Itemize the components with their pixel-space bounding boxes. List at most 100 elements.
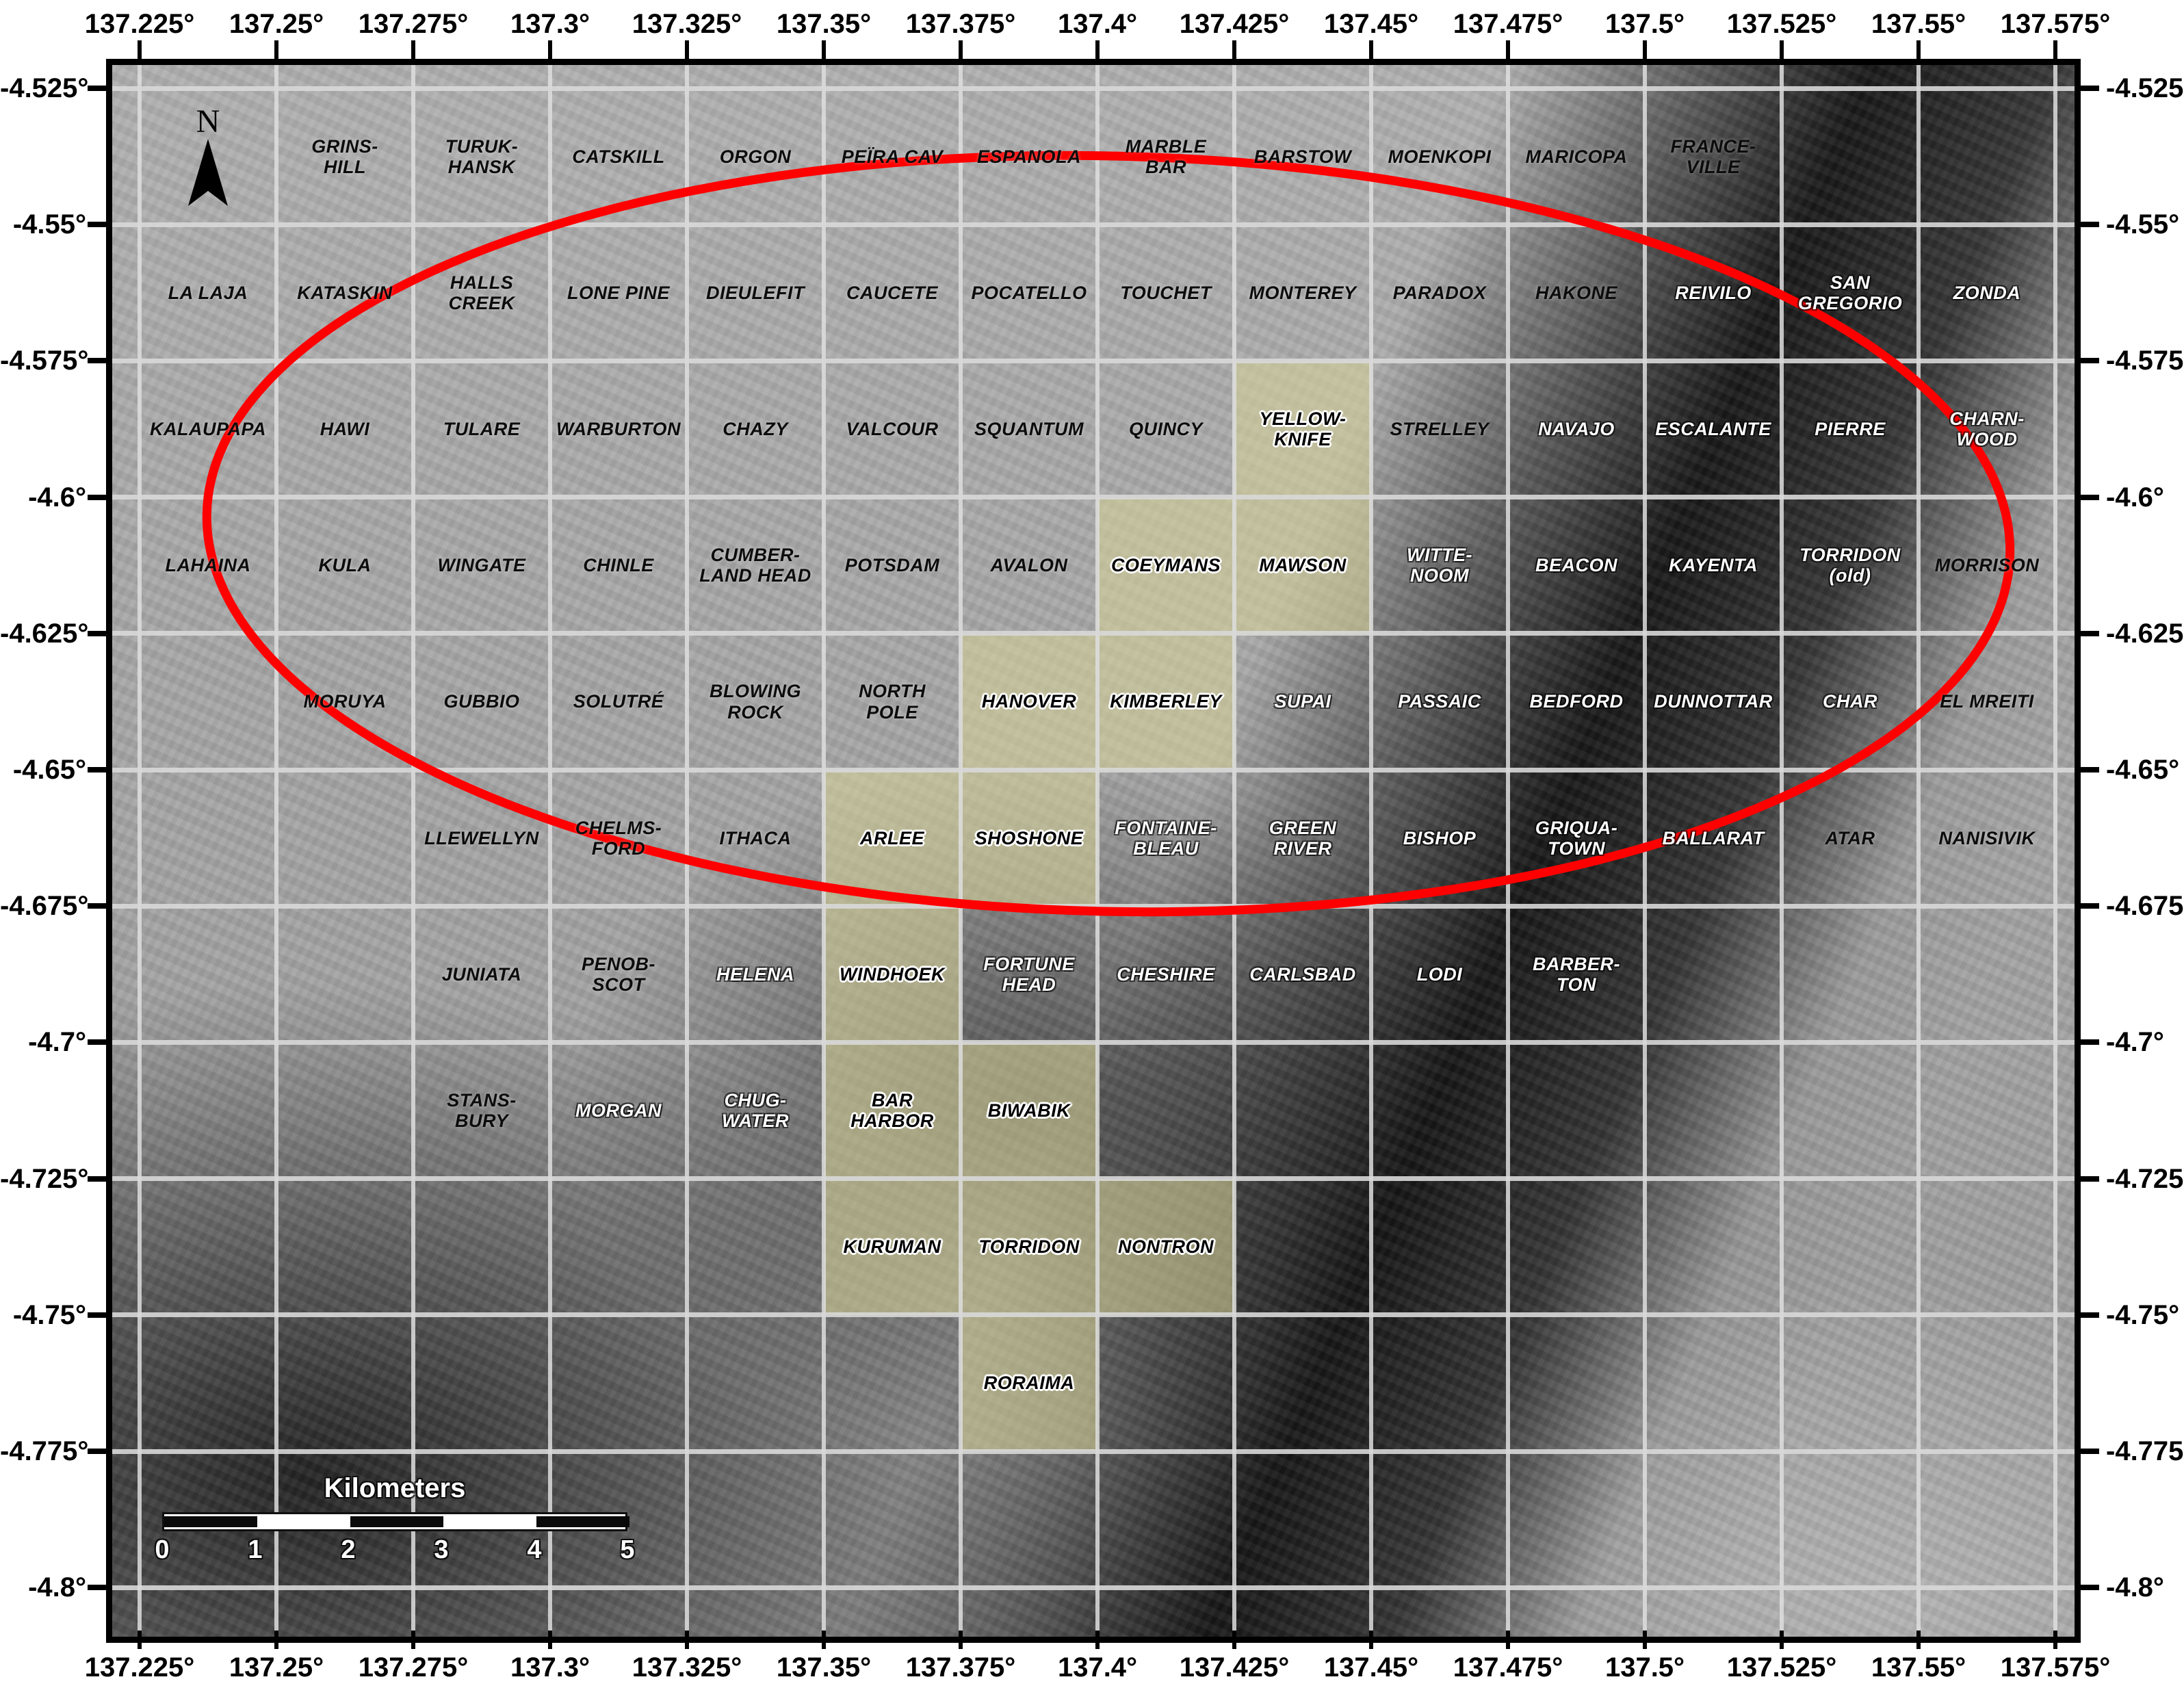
lat-axis-tick-right [2081, 494, 2099, 500]
scale-bar-number: 0 [155, 1535, 170, 1564]
lon-axis-tick-top [138, 40, 142, 59]
lon-axis-label-bottom: 137.4° [1057, 1652, 1138, 1683]
highlighted-quad-cell [824, 906, 961, 1043]
lat-axis-label-left: -4.725° [0, 1163, 89, 1194]
quad-label-helena: HELENA [716, 963, 794, 985]
grid-line-lon [959, 65, 963, 1637]
lon-axis-tick-top [1506, 40, 1510, 59]
lat-axis-label-right: -4.75° [2106, 1299, 2180, 1330]
quad-label-france-ville: FRANCE- VILLE [1670, 135, 1756, 177]
grid-line-lon [138, 65, 142, 1637]
quad-label-grins-hill: GRINS- HILL [311, 135, 378, 177]
lon-axis-tick-bottom [1916, 1631, 1921, 1649]
lon-axis-tick-top [1369, 40, 1373, 59]
quad-label-ballarat: BALLARAT [1662, 827, 1765, 848]
quad-label-navajo: NAVAJO [1538, 418, 1615, 439]
quad-label-bar-harbor: BAR HARBOR [850, 1089, 934, 1131]
quad-label-quincy: QUINCY [1128, 418, 1203, 439]
highlighted-quad-cell [824, 1042, 961, 1179]
quad-label-reivilo: REIVILO [1675, 282, 1752, 303]
scale-bar-black-segment [164, 1516, 257, 1527]
lat-axis-tick-left [88, 494, 106, 500]
lat-axis-label-left: -4.775° [0, 1436, 89, 1466]
lat-axis-label-right: -4.675° [2106, 891, 2184, 922]
lon-axis-tick-top [822, 40, 826, 59]
quad-label-morgan: MORGAN [575, 1100, 662, 1121]
lon-axis-label-bottom: 137.575° [2000, 1652, 2111, 1683]
lon-axis-label-bottom: 137.5° [1604, 1652, 1685, 1683]
lat-axis-tick-right [2081, 1312, 2099, 1318]
quad-label-lodi: LODI [1416, 963, 1463, 985]
quad-label-coeymans: COEYMANS [1110, 555, 1221, 576]
quad-label-hawi: HAWI [320, 418, 370, 439]
lat-axis-label-right: -4.55° [2106, 209, 2180, 240]
quad-label-solutr: SOLUTRÉ [573, 691, 664, 712]
grid-line-lat [112, 222, 2075, 227]
lat-axis-tick-right [2081, 1039, 2099, 1046]
quad-label-char: CHAR [1823, 691, 1877, 712]
highlighted-quad-cell [961, 1314, 1097, 1451]
lon-axis-tick-top [548, 40, 552, 59]
lat-axis-label-left: -4.6° [28, 482, 86, 512]
highlighted-quad-cell [1234, 497, 1371, 634]
lon-axis-label-bottom: 137.375° [905, 1652, 1016, 1683]
lat-axis-tick-left [88, 630, 106, 636]
lon-axis-label-top: 137.4° [1057, 9, 1138, 39]
lon-axis-tick-top [2053, 40, 2057, 59]
lon-axis-tick-bottom [138, 1631, 142, 1649]
quad-label-pe-ra-cav: PEÏRA CAV [841, 146, 944, 167]
lon-axis-label-top: 137.5° [1604, 9, 1685, 39]
lat-axis-tick-left [88, 222, 106, 228]
quad-label-chinle: CHINLE [583, 555, 654, 576]
quad-label-carlsbad: CARLSBAD [1249, 963, 1356, 985]
highlighted-quad-cell [1097, 497, 1234, 634]
lon-axis-tick-bottom [1369, 1631, 1373, 1649]
quad-label-halls-creek: HALLS CREEK [448, 272, 515, 313]
grid-line-lon [548, 65, 552, 1637]
quad-label-juniata: JUNIATA [441, 963, 522, 985]
grid-line-lat [112, 358, 2075, 363]
grid-line-lat [112, 767, 2075, 772]
lon-axis-label-bottom: 137.45° [1323, 1652, 1419, 1683]
lon-axis-tick-top [959, 40, 963, 59]
grid-line-lat [112, 1585, 2075, 1590]
lon-axis-tick-bottom [959, 1631, 963, 1649]
grid-line-lon [1916, 65, 1921, 1637]
lat-axis-label-left: -4.8° [28, 1572, 86, 1603]
scale-bar-number: 2 [341, 1535, 356, 1564]
lat-axis-label-left: -4.65° [12, 755, 86, 785]
quad-label-blowing-rock: BLOWING ROCK [710, 681, 801, 723]
quad-label-turuk-hansk: TURUK- HANSK [445, 135, 519, 177]
lat-axis-tick-right [2081, 1176, 2099, 1182]
highlighted-quad-cell [824, 770, 961, 907]
lon-axis-label-bottom: 137.25° [229, 1652, 324, 1683]
quad-label-caucete: CAUCETE [846, 282, 938, 303]
grid-line-lon [1232, 65, 1236, 1637]
quad-label-charn-wood: CHARN- WOOD [1949, 408, 2025, 450]
quad-label-maricopa: MARICOPA [1525, 146, 1628, 167]
quad-label-moruya: MORUYA [303, 691, 387, 712]
landing-ellipse [202, 151, 2015, 917]
lat-axis-tick-right [2081, 903, 2099, 909]
lat-axis-label-right: -4.7° [2106, 1027, 2164, 1058]
lat-axis-tick-right [2081, 767, 2099, 772]
lat-axis-tick-right [2081, 1585, 2099, 1591]
lat-axis-tick-right [2081, 1449, 2099, 1454]
lon-axis-label-bottom: 137.275° [358, 1652, 469, 1683]
quad-label-bedford: BEDFORD [1529, 691, 1624, 712]
quad-label-lahaina: LAHAINA [165, 555, 251, 576]
quad-label-fortune-head: FORTUNE HEAD [983, 953, 1075, 995]
lon-axis-label-bottom: 137.55° [1871, 1652, 1966, 1683]
quad-label-dunnottar: DUNNOTTAR [1654, 691, 1773, 712]
highlighted-quad-cell [1097, 1178, 1234, 1315]
grid-line-lon [822, 65, 826, 1637]
quad-label-mawson: MAWSON [1259, 555, 1347, 576]
quad-label-catskill: CATSKILL [572, 146, 665, 167]
grid-line-lon [685, 65, 689, 1637]
lon-axis-tick-top [1232, 40, 1236, 59]
quad-label-penob-scot: PENOB- SCOT [581, 953, 655, 995]
lat-axis-label-right: -4.575° [2106, 346, 2184, 376]
scale-bar-title: Kilometers [324, 1473, 466, 1503]
lon-axis-label-bottom: 137.225° [84, 1652, 195, 1683]
scale-bar-numbers: 0 1 2 3 4 5 [155, 1535, 634, 1570]
